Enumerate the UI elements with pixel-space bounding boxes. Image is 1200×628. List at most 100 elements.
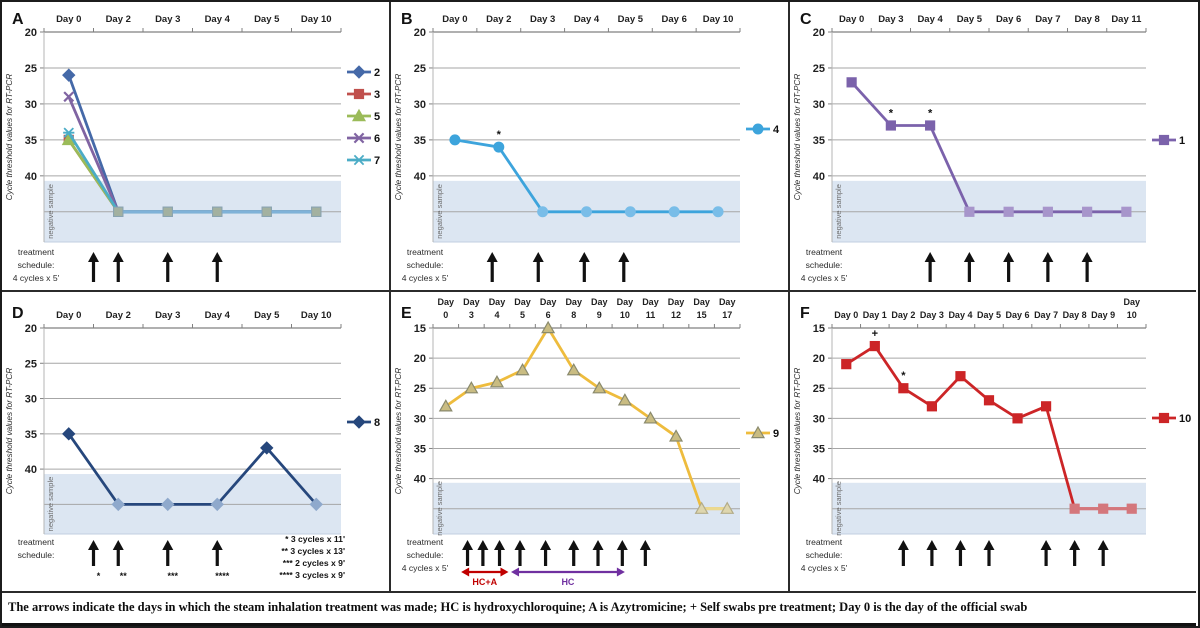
note-label: * 3 cycles x 11' xyxy=(285,534,345,544)
schedule-label: treatment xyxy=(18,247,55,257)
span-label: HC+A xyxy=(472,577,497,587)
treatment-arrow-icon xyxy=(954,540,966,566)
treatment-arrow-icon xyxy=(486,252,498,282)
data-point-marker xyxy=(351,108,367,122)
panel-A: A 20 25 30 35 40 Day 0 Day 2 Day 3 Day 4 Day 5 Day … xyxy=(2,2,391,292)
y-axis-tick-label: 40 xyxy=(813,474,825,486)
data-point-marker xyxy=(617,393,632,406)
legend-label: 9 xyxy=(773,428,779,440)
note-label: **** 3 cycles x 9' xyxy=(279,570,345,580)
x-axis-label: Day xyxy=(514,297,531,307)
x-axis-label: 10 xyxy=(620,310,630,320)
x-axis-label: Day 3 xyxy=(155,14,180,25)
legend-entry: 10 xyxy=(1152,412,1191,425)
x-axis-label: Day 0 xyxy=(56,14,81,25)
negative-sample-label: negative sample xyxy=(834,481,843,536)
legend-label: 1 xyxy=(1179,135,1185,147)
panel-letter: E xyxy=(401,305,412,322)
y-axis-tick-label: 30 xyxy=(414,413,426,425)
data-point-marker xyxy=(63,127,75,138)
span-label: HC xyxy=(561,577,574,587)
legend-label: 4 xyxy=(773,124,780,136)
y-axis-tick-label: 15 xyxy=(813,323,825,335)
x-axis-label: Day 9 xyxy=(1091,310,1115,320)
panel-E-chart: E152025303540Day0Day3Day4Day5Day6Day8Day… xyxy=(394,297,779,587)
treatment-arrow-icon xyxy=(983,540,995,566)
data-point-marker xyxy=(353,154,365,166)
arrow-label: *** xyxy=(167,571,178,581)
data-point-marker xyxy=(752,123,764,135)
panel-B-chart: B20 25 30 35 40 Day 0 Day 2 Day 3 Day 4 Day 5 Day … xyxy=(394,11,780,283)
point-annotation: * xyxy=(901,370,906,382)
panel-letter: C xyxy=(800,11,812,28)
y-axis-title: Cycle threshold values for RT-PCR xyxy=(5,74,14,201)
data-point-marker xyxy=(926,401,938,412)
y-axis-tick-label: 40 xyxy=(414,474,426,486)
x-axis-label: Day 11 xyxy=(1111,14,1142,25)
y-axis-tick-label: 20 xyxy=(414,27,426,39)
y-axis-tick-label: 20 xyxy=(25,323,37,335)
y-axis-tick-label: 35 xyxy=(25,135,37,147)
treatment-arrow-icon xyxy=(926,540,938,566)
data-point-marker xyxy=(113,206,124,217)
legend-entry: 4 xyxy=(746,123,780,136)
y-axis-title: Cycle threshold values for RT-PCR xyxy=(793,74,802,201)
point-annotation: * xyxy=(928,107,933,119)
x-axis-label: Day 8 xyxy=(1063,310,1087,320)
x-axis-label: Day 5 xyxy=(254,14,280,25)
schedule-label: schedule: xyxy=(806,550,843,560)
panel-F-chart: F15 20 25 30 35 40 Day 0 Day 1 Day 2 Day 3 Day 4 Da… xyxy=(793,297,1191,573)
y-axis-title: Cycle threshold values for RT-PCR xyxy=(793,368,802,495)
arrow-head xyxy=(1069,540,1081,550)
panel-letter: F xyxy=(800,305,810,322)
arrow-head xyxy=(578,252,590,262)
treatment-arrow-icon xyxy=(1040,540,1052,566)
treatment-arrow-icon xyxy=(162,252,174,282)
x-axis-label: Day 6 xyxy=(996,14,1021,25)
data-point-marker xyxy=(1082,206,1093,217)
treatment-arrow-icon xyxy=(639,540,651,566)
arrow-head xyxy=(592,540,604,550)
legend-label: 6 xyxy=(374,133,380,145)
point-annotation: * xyxy=(889,107,894,119)
x-axis-label: Day 10 xyxy=(301,14,332,25)
treatment-arrow-icon xyxy=(592,540,604,566)
legend-entry: 6 xyxy=(347,132,380,145)
y-axis-tick-label: 40 xyxy=(414,171,426,183)
treatment-arrow-icon xyxy=(1042,252,1054,282)
x-axis-label: 11 xyxy=(646,310,656,320)
x-axis-label: 8 xyxy=(571,310,576,320)
data-point-marker xyxy=(964,206,975,217)
treatment-arrow-icon xyxy=(162,540,174,566)
arrow-head xyxy=(162,252,174,262)
schedule-label: 4 cycles x 5' xyxy=(801,273,848,283)
legend-label: 5 xyxy=(374,111,380,123)
legend-label: 3 xyxy=(374,89,380,101)
legend-entry: 9 xyxy=(746,425,779,440)
treatment-arrow-icon xyxy=(494,540,506,566)
treatment-arrow-icon xyxy=(578,252,590,282)
treatment-arrow-icon xyxy=(924,252,936,282)
x-axis-label: Day 3 xyxy=(530,14,555,25)
data-point-marker xyxy=(353,132,365,144)
x-axis-label: Day 2 xyxy=(891,310,915,320)
y-axis-tick-label: 30 xyxy=(25,99,37,111)
data-point-marker xyxy=(624,206,636,218)
y-axis-title: Cycle threshold values for RT-PCR xyxy=(394,368,403,495)
x-axis-label: Day xyxy=(438,297,455,307)
x-axis-label: Day 0 xyxy=(442,14,467,25)
arrow-head xyxy=(954,540,966,550)
panel-D: D 20 25 30 35 40 Day 0 Day 2 Day 3 Day 4 Day 5 Day … xyxy=(2,292,391,593)
data-point-marker xyxy=(720,501,735,514)
legend-entry: 5 xyxy=(347,108,380,123)
arrow-head xyxy=(963,252,975,262)
y-axis-tick-label: 30 xyxy=(25,394,37,406)
y-axis-tick-label: 25 xyxy=(414,63,426,75)
x-axis-label: Day 4 xyxy=(948,310,972,320)
data-point-marker xyxy=(869,340,880,352)
legend-entry: 8 xyxy=(347,415,380,429)
schedule-label: 4 cycles x 5' xyxy=(801,563,848,573)
y-axis-tick-label: 35 xyxy=(414,443,426,455)
y-axis-tick-label: 25 xyxy=(25,63,37,75)
